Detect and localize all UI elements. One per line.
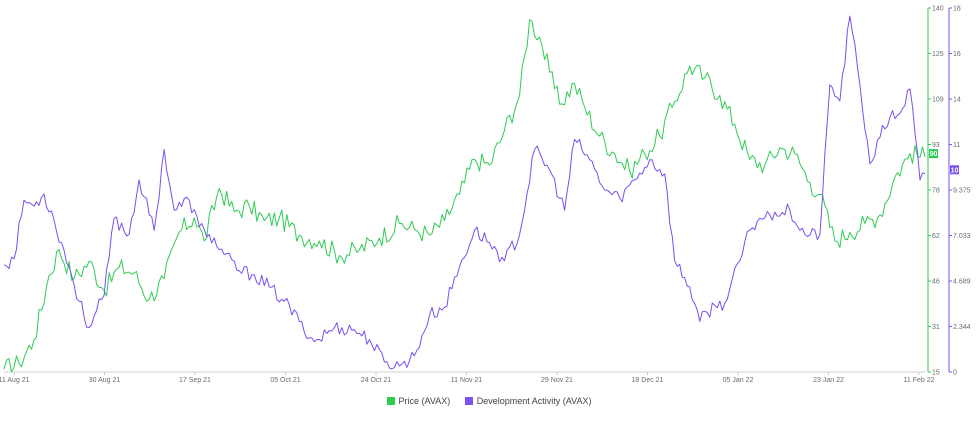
price-axis: 140 125 109 93 78 62 46 31 15 bbox=[927, 6, 944, 377]
x-axis: 11 Aug 21 30 Aug 21 17 Sep 21 05 Oct 21 24 O… bbox=[0, 371, 935, 384]
price-current-badge: 90 bbox=[929, 149, 938, 159]
dev-tick-label: 7.033 bbox=[953, 233, 971, 240]
legend-label-dev-activity: Development Activity (AVAX) bbox=[476, 396, 592, 406]
price-tick-label: 78 bbox=[932, 188, 940, 195]
legend: Price (AVAX) Development Activity (AVAX) bbox=[0, 396, 978, 407]
series-layer bbox=[3, 15, 926, 373]
dev-current-badge-label: 10 bbox=[951, 167, 959, 174]
x-tick-label: 29 Nov 21 bbox=[541, 377, 573, 384]
dev-tick-label: 0 bbox=[953, 370, 957, 377]
legend-item-price[interactable]: Price (AVAX) bbox=[386, 396, 451, 406]
x-tick-label: 30 Aug 21 bbox=[89, 377, 121, 384]
series-line-price[interactable] bbox=[3, 19, 926, 373]
dev-tick-label: 2.344 bbox=[953, 324, 971, 331]
series-line-dev-activity[interactable] bbox=[3, 15, 926, 370]
price-tick-label: 109 bbox=[932, 97, 944, 104]
dev-tick-label: 11 bbox=[953, 142, 960, 149]
price-tick-label: 46 bbox=[932, 279, 940, 286]
x-tick-label: 11 Feb 22 bbox=[903, 377, 934, 384]
dev-tick-label: 14 bbox=[953, 97, 961, 104]
dev-axis: 18 16 14 11 9.375 7.033 4.689 2.344 0 bbox=[948, 6, 971, 377]
dev-current-badge-bg bbox=[950, 165, 959, 175]
x-tick-label: 05 Jan 22 bbox=[723, 377, 754, 384]
price-current-badge-bg bbox=[929, 149, 938, 159]
legend-label-price: Price (AVAX) bbox=[398, 396, 451, 406]
x-tick-label: 23 Jan 22 bbox=[813, 377, 844, 384]
price-current-badge-label: 90 bbox=[930, 151, 938, 158]
x-tick-label: 11 Nov 21 bbox=[451, 377, 482, 384]
dev-tick-label: 18 bbox=[953, 6, 961, 13]
legend-swatch-price bbox=[386, 397, 395, 405]
price-tick-label: 93 bbox=[932, 142, 940, 149]
x-tick-label: 05 Oct 21 bbox=[270, 377, 300, 384]
x-tick-label: 18 Dec 21 bbox=[632, 377, 664, 384]
price-tick-label: 125 bbox=[932, 51, 944, 58]
current-value-badges: 90 10 bbox=[929, 149, 959, 175]
dev-current-badge: 10 bbox=[950, 165, 959, 175]
price-tick-label: 140 bbox=[932, 6, 944, 13]
x-tick-label: 11 Aug 21 bbox=[0, 377, 30, 384]
dev-tick-label: 9.375 bbox=[953, 188, 971, 195]
x-tick-label: 24 Oct 21 bbox=[361, 377, 391, 384]
x-tick-label: 17 Sep 21 bbox=[179, 377, 211, 384]
legend-swatch-dev-activity bbox=[464, 397, 473, 405]
legend-item-dev-activity[interactable]: Development Activity (AVAX) bbox=[464, 396, 592, 406]
price-tick-label: 62 bbox=[932, 233, 940, 240]
price-tick-label: 15 bbox=[932, 370, 940, 377]
dev-tick-label: 16 bbox=[953, 51, 961, 58]
dev-tick-label: 4.689 bbox=[953, 279, 971, 286]
price-tick-label: 31 bbox=[932, 324, 940, 331]
